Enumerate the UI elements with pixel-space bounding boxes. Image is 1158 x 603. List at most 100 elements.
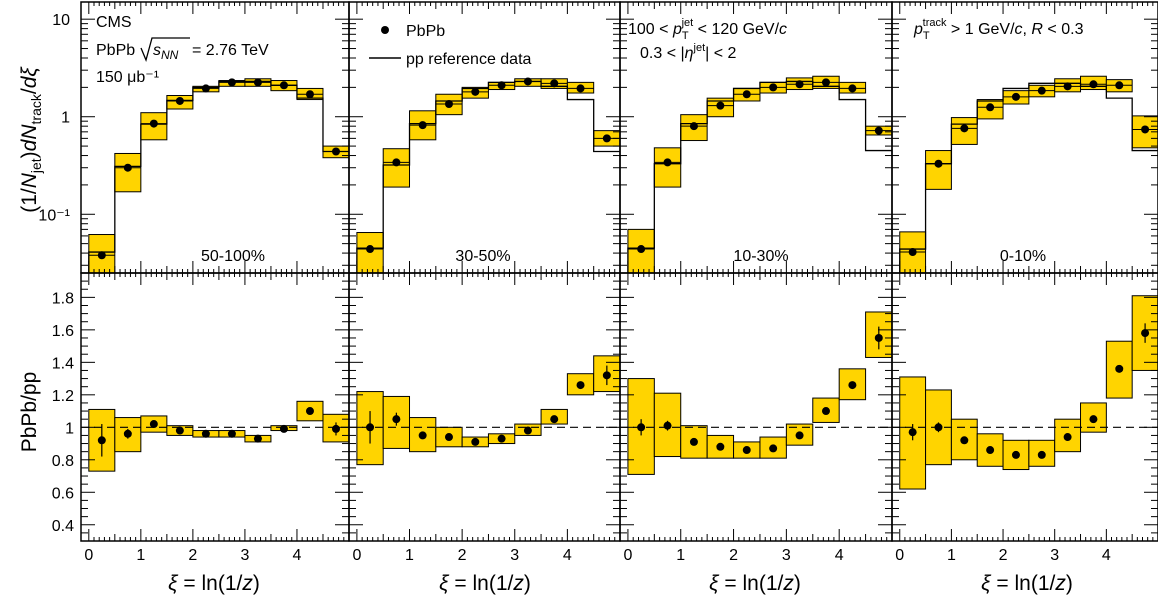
ratio-point-p3-b1 bbox=[637, 423, 646, 432]
ratio-point-p1-b9 bbox=[305, 407, 314, 416]
data-points bbox=[88, 77, 1158, 459]
x-tick-label-p3: 3 bbox=[782, 547, 791, 564]
centrality-label-4: 0-10% bbox=[1000, 248, 1046, 265]
ratio-point-p3-b6 bbox=[769, 444, 778, 453]
ratio-point-p4-b9 bbox=[1115, 364, 1124, 373]
dist-point-p3-b2 bbox=[663, 158, 672, 167]
dist-point-p2-b1 bbox=[366, 245, 375, 254]
dist-band-p2-b2 bbox=[382, 148, 411, 188]
ratio-point-p1-b8 bbox=[279, 424, 288, 433]
x-tick-label-p1: 4 bbox=[293, 547, 302, 564]
dist-point-p4-b2 bbox=[934, 159, 943, 168]
ratio-point-p4-b8 bbox=[1089, 415, 1098, 424]
y-tick-label-bottom: 1.8 bbox=[52, 290, 74, 307]
dist-point-p3-b6 bbox=[769, 83, 778, 92]
dist-point-p3-b4 bbox=[716, 101, 725, 110]
y-axis-title-bottom: PbPb/pp bbox=[18, 372, 41, 453]
ratio-point-p4-b5 bbox=[1011, 450, 1020, 459]
x-tick-label-p4: 0 bbox=[895, 547, 904, 564]
y-tick-label-bottom: 0.6 bbox=[52, 485, 74, 502]
y-tick-label-top: 10⁻¹ bbox=[38, 207, 70, 224]
dist-point-p2-b2 bbox=[392, 158, 401, 167]
centrality-label-3: 10-30% bbox=[733, 248, 788, 265]
centrality-label-2: 30-50% bbox=[455, 248, 510, 265]
dist-band-p1-b2 bbox=[114, 152, 142, 193]
x-tick-label-p3: 4 bbox=[835, 547, 844, 564]
x-tick-label-p4: 1 bbox=[947, 547, 956, 564]
tick-labels: 0 1 2 3 4 0 1 2 3 4 0 1 2 3 4 0 1 2 3 4 10⁻¹ 1 10 0.4 0.6 0.8 1 1.2… bbox=[38, 12, 1110, 564]
x-tick-label-p3: 2 bbox=[729, 547, 738, 564]
energy-label: PbPb sNN = 2.76 TeV bbox=[96, 37, 269, 62]
x-tick-label-p2: 0 bbox=[352, 547, 361, 564]
dist-point-p1-b1 bbox=[97, 251, 106, 260]
x-axis-title-1: ξ = ln(1/z) bbox=[168, 572, 260, 595]
dist-point-p4-b10 bbox=[1141, 125, 1150, 134]
centrality-label-1: 50-100% bbox=[201, 248, 265, 265]
y-tick-label-bottom: 1.6 bbox=[52, 323, 74, 340]
ratio-point-p3-b8 bbox=[821, 407, 830, 416]
y-tick-label-bottom: 1.2 bbox=[52, 388, 74, 405]
ratio-point-p4-b4 bbox=[986, 446, 995, 455]
dist-point-p3-b7 bbox=[795, 80, 804, 89]
axis-ticks bbox=[81, 2, 1158, 541]
dist-point-p1-b10 bbox=[331, 147, 340, 156]
luminosity-label: 150 μb⁻¹ bbox=[96, 69, 159, 86]
dist-point-p4-b7 bbox=[1063, 82, 1072, 91]
ratio-point-p2-b6 bbox=[497, 434, 506, 443]
dist-point-p2-b10 bbox=[602, 134, 611, 143]
ratio-point-p1-b10 bbox=[331, 424, 340, 433]
dist-point-p1-b8 bbox=[279, 81, 288, 90]
dist-point-p3-b3 bbox=[689, 122, 698, 131]
x-tick-label-p4: 3 bbox=[1050, 547, 1059, 564]
jet-eta-cut: 0.3 < |ηjet| < 2 bbox=[640, 42, 737, 62]
dist-point-p3-b5 bbox=[742, 90, 751, 99]
x-axis-title-4: ξ = ln(1/z) bbox=[981, 572, 1073, 595]
ratio-point-p1-b2 bbox=[123, 429, 132, 438]
ratio-point-p1-b7 bbox=[253, 434, 262, 443]
ratio-point-p1-b3 bbox=[149, 420, 158, 429]
dist-band-p3-b2 bbox=[653, 147, 682, 188]
experiment-label: CMS bbox=[96, 14, 132, 31]
y-tick-label-top: 10 bbox=[52, 12, 70, 29]
dist-point-p4-b4 bbox=[986, 103, 995, 112]
top-panel-frame-4 bbox=[891, 1, 1158, 274]
pp-reference-p3 bbox=[627, 80, 892, 273]
dist-point-p2-b6 bbox=[497, 81, 506, 90]
legend-pbpb-label: PbPb bbox=[406, 23, 445, 40]
ratio-point-p2-b8 bbox=[550, 415, 559, 424]
ratio-point-p1-b4 bbox=[175, 426, 184, 435]
dist-point-p4-b1 bbox=[908, 248, 917, 257]
ratio-point-p4-b3 bbox=[960, 436, 969, 445]
ratio-point-p2-b2 bbox=[392, 415, 401, 424]
top-panel-frame-2 bbox=[348, 1, 621, 274]
x-tick-label-p3: 1 bbox=[676, 547, 685, 564]
dist-point-p3-b10 bbox=[874, 126, 883, 135]
ratio-point-p3-b7 bbox=[795, 431, 804, 440]
sqrt-s-nn: sNN bbox=[153, 42, 179, 62]
dist-point-p3-b9 bbox=[848, 84, 857, 93]
ratio-point-p4-b1 bbox=[908, 428, 917, 437]
dist-point-p4-b9 bbox=[1115, 81, 1124, 90]
legend-pbpb-marker bbox=[381, 26, 389, 34]
dist-point-p2-b3 bbox=[418, 121, 427, 130]
legend-pp-label: pp reference data bbox=[406, 51, 532, 68]
dist-point-p1-b7 bbox=[253, 78, 262, 87]
dist-point-p1-b2 bbox=[123, 163, 132, 172]
dist-point-p1-b4 bbox=[175, 96, 184, 105]
ratio-point-p4-b6 bbox=[1037, 450, 1046, 459]
ratio-point-p2-b10 bbox=[602, 371, 611, 380]
ratio-band-p3-b3 bbox=[680, 425, 708, 459]
ratio-point-p4-b10 bbox=[1141, 329, 1150, 338]
bottom-panel-frame-4 bbox=[891, 272, 1158, 542]
y-tick-label-top: 1 bbox=[61, 110, 70, 127]
energy-prefix: PbPb bbox=[96, 42, 135, 59]
x-tick-label-p4: 4 bbox=[1102, 547, 1111, 564]
dist-point-p2-b9 bbox=[576, 84, 585, 93]
energy-suffix: = 2.76 TeV bbox=[192, 42, 269, 59]
ratio-point-p3-b2 bbox=[663, 421, 672, 430]
dist-point-p1-b6 bbox=[227, 78, 236, 87]
ratio-point-p1-b6 bbox=[227, 429, 236, 438]
dist-point-p3-b8 bbox=[821, 78, 830, 87]
x-tick-label-p2: 2 bbox=[458, 547, 467, 564]
